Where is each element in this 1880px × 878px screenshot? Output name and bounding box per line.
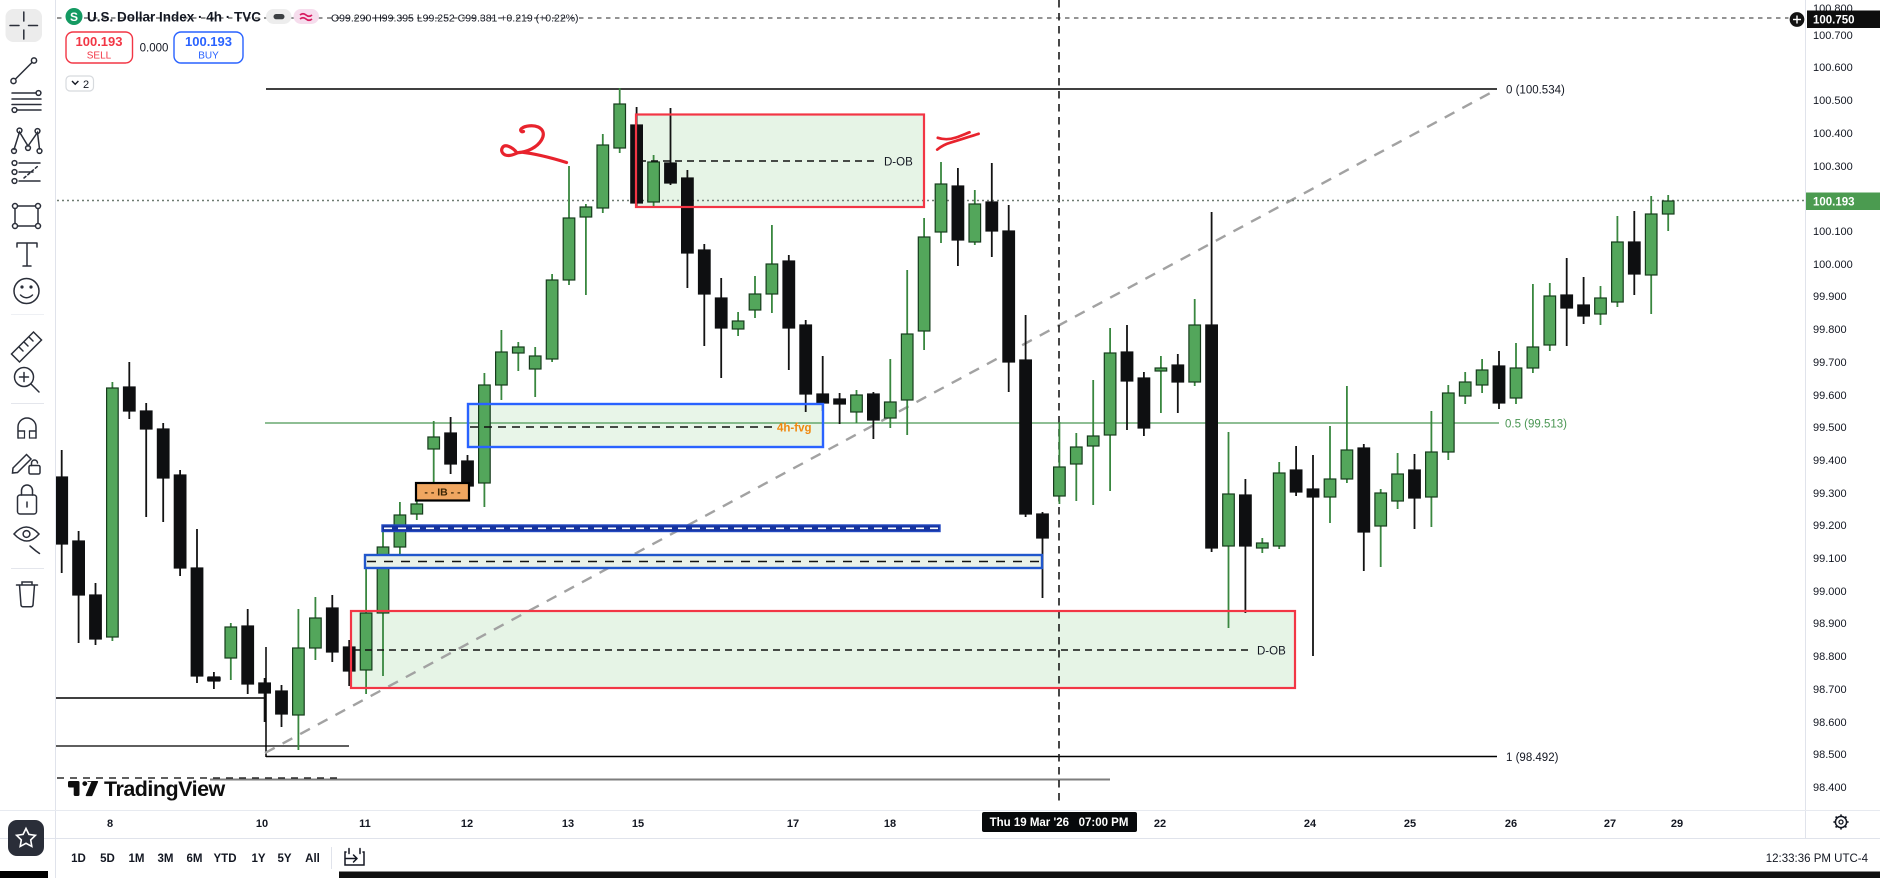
svg-text:12: 12	[461, 818, 473, 830]
svg-text:27: 27	[1604, 818, 1616, 830]
svg-text:All: All	[305, 853, 320, 865]
svg-text:1D: 1D	[71, 853, 86, 865]
svg-text:11: 11	[359, 818, 371, 830]
svg-text:99.200: 99.200	[1813, 520, 1847, 532]
svg-text:26: 26	[1505, 818, 1517, 830]
svg-text:O99.290 H99.395 L99.252 C99.38: O99.290 H99.395 L99.252 C99.381 +0.219 (…	[331, 13, 579, 25]
svg-text:- - IB - -: - - IB - -	[424, 487, 461, 499]
svg-text:0.5 (99.513): 0.5 (99.513)	[1505, 419, 1567, 431]
svg-text:22: 22	[1154, 818, 1166, 830]
svg-text:100.500: 100.500	[1813, 95, 1853, 107]
svg-text:0.000: 0.000	[140, 43, 169, 55]
svg-text:99.400: 99.400	[1813, 455, 1847, 467]
svg-text:13: 13	[562, 818, 574, 830]
svg-text:99.700: 99.700	[1813, 357, 1847, 369]
svg-text:12:33:36 PM UTC-4: 12:33:36 PM UTC-4	[1766, 853, 1869, 865]
svg-text:100.100: 100.100	[1813, 226, 1853, 238]
svg-text:1Y: 1Y	[251, 853, 265, 865]
svg-text:100.750: 100.750	[1813, 15, 1855, 27]
svg-text:4h-fvg: 4h-fvg	[777, 423, 812, 435]
svg-text:1 (98.492): 1 (98.492)	[1506, 752, 1559, 764]
svg-text:18: 18	[884, 818, 896, 830]
svg-text:100.193: 100.193	[1813, 197, 1855, 209]
svg-text:99.800: 99.800	[1813, 324, 1847, 336]
svg-text:98.800: 98.800	[1813, 651, 1847, 663]
svg-text:D-OB: D-OB	[884, 157, 913, 169]
svg-text:98.900: 98.900	[1813, 618, 1847, 630]
svg-text:99.100: 99.100	[1813, 553, 1847, 565]
svg-text:24: 24	[1304, 818, 1317, 830]
svg-text:U.S. Dollar Index · 4h · TVC: U.S. Dollar Index · 4h · TVC	[87, 10, 261, 25]
svg-text:99.900: 99.900	[1813, 291, 1847, 303]
svg-text:99.300: 99.300	[1813, 488, 1847, 500]
svg-text:5D: 5D	[100, 853, 115, 865]
svg-text:98.600: 98.600	[1813, 717, 1847, 729]
svg-text:99.000: 99.000	[1813, 586, 1847, 598]
svg-text:YTD: YTD	[214, 853, 237, 865]
svg-text:BUY: BUY	[198, 51, 219, 62]
svg-text:3M: 3M	[158, 853, 174, 865]
svg-text:100.000: 100.000	[1813, 259, 1853, 271]
svg-text:29: 29	[1671, 818, 1683, 830]
svg-text:0 (100.534): 0 (100.534)	[1506, 85, 1565, 97]
svg-text:D-OB: D-OB	[1257, 646, 1286, 658]
svg-text:98.500: 98.500	[1813, 749, 1847, 761]
svg-text:100.300: 100.300	[1813, 161, 1853, 173]
svg-text:100.700: 100.700	[1813, 30, 1853, 42]
svg-text:1M: 1M	[129, 853, 145, 865]
svg-text:6M: 6M	[187, 853, 203, 865]
svg-text:2: 2	[83, 79, 89, 91]
svg-text:TradingView: TradingView	[104, 777, 226, 801]
svg-text:5Y: 5Y	[277, 853, 291, 865]
svg-text:100.400: 100.400	[1813, 128, 1853, 140]
svg-text:25: 25	[1404, 818, 1416, 830]
svg-text:Thu 19 Mar '26 07:00 PM: Thu 19 Mar '26 07:00 PM	[990, 817, 1129, 829]
svg-text:S: S	[70, 10, 78, 24]
svg-text:15: 15	[632, 818, 644, 830]
svg-text:98.400: 98.400	[1813, 782, 1847, 794]
svg-text:100.600: 100.600	[1813, 62, 1853, 74]
svg-text:100.193: 100.193	[185, 34, 232, 49]
svg-text:99.500: 99.500	[1813, 422, 1847, 434]
svg-text:8: 8	[107, 818, 113, 830]
svg-text:17: 17	[787, 818, 799, 830]
svg-text:100.193: 100.193	[76, 34, 123, 49]
svg-text:99.600: 99.600	[1813, 390, 1847, 402]
svg-text:98.700: 98.700	[1813, 684, 1847, 696]
svg-text:10: 10	[256, 818, 268, 830]
svg-text:SELL: SELL	[87, 51, 112, 62]
